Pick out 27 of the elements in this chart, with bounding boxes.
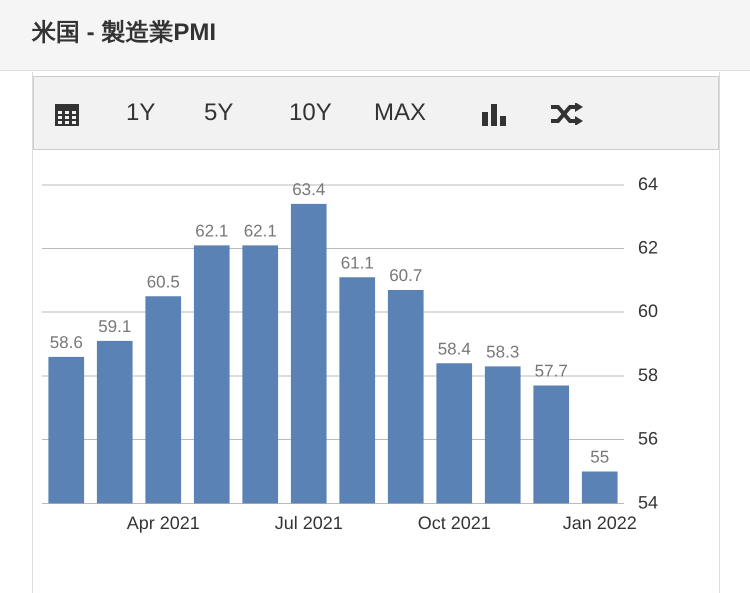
- chart-title: 米国 - 製造業PMI: [32, 18, 216, 48]
- x-tick-label: Oct 2021: [418, 513, 491, 534]
- data-label: 59.1: [98, 317, 132, 336]
- data-label: 60.7: [389, 266, 422, 286]
- y-tick-label: 54: [638, 492, 658, 512]
- x-tick-label: Jan 2022: [562, 513, 637, 534]
- data-label: 55: [590, 448, 610, 467]
- y-tick-label: 58: [638, 364, 658, 385]
- data-label: 63.4: [292, 180, 326, 200]
- text: 5Y: [204, 99, 234, 127]
- data-label: 58.6: [50, 333, 83, 352]
- x-tick-label: Jul 2021: [274, 513, 343, 534]
- y-tick-label: 60: [638, 301, 658, 322]
- data-label: 57.7: [534, 362, 568, 381]
- text: 10Y: [289, 99, 332, 127]
- data-label: 62.1: [244, 222, 277, 241]
- data-label: 58.4: [438, 339, 471, 358]
- y-tick-label: 56: [638, 428, 658, 449]
- data-label: 58.3: [486, 342, 520, 362]
- data-label: 60.5: [146, 272, 180, 292]
- text: MAX: [374, 99, 426, 127]
- x-tick-label: Apr 2021: [126, 513, 200, 534]
- y-tick-label: 62: [638, 237, 658, 258]
- text: 1Y: [126, 99, 156, 127]
- data-label: 62.1: [195, 222, 228, 241]
- data-label: 61.1: [340, 253, 374, 272]
- y-tick-label: 64: [638, 174, 658, 194]
